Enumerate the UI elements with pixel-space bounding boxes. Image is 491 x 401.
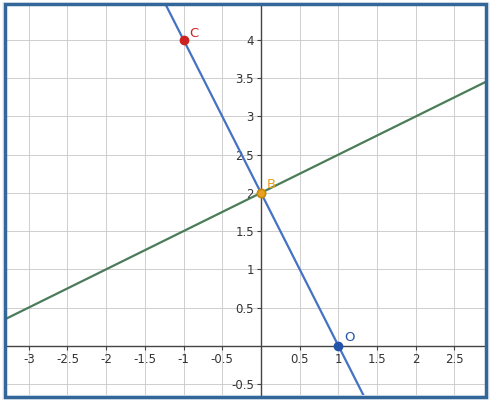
Text: O: O xyxy=(344,331,355,344)
Text: C: C xyxy=(189,27,198,40)
Text: B: B xyxy=(267,178,275,191)
